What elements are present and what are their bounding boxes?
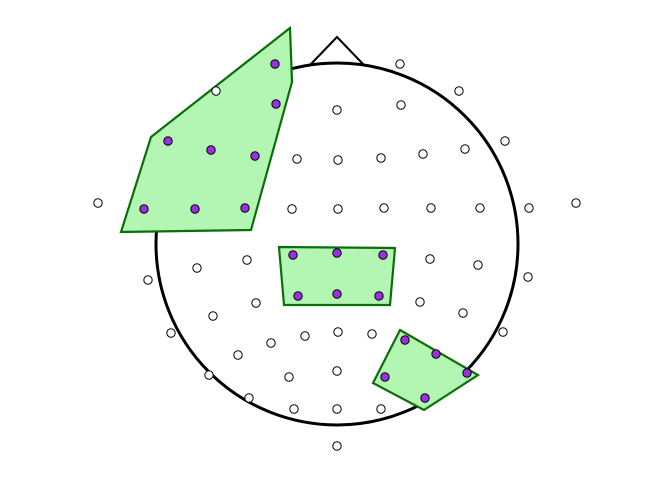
electrode xyxy=(376,153,386,163)
electrode-selected xyxy=(374,291,384,301)
electrode-selected xyxy=(293,291,303,301)
electrode-selected xyxy=(270,59,280,69)
electrode-selected xyxy=(332,248,342,258)
electrode xyxy=(287,204,297,214)
electrode xyxy=(242,255,252,265)
electrode xyxy=(418,149,428,159)
electrode xyxy=(251,298,261,308)
electrode xyxy=(208,311,218,321)
electrode xyxy=(93,198,103,208)
electrode xyxy=(192,263,202,273)
electrode xyxy=(415,297,425,307)
electrode xyxy=(498,327,508,337)
nose-marker xyxy=(310,35,364,65)
electrode-selected xyxy=(190,204,200,214)
electrode xyxy=(524,203,534,213)
electrode-selected xyxy=(163,136,173,146)
electrode-selected xyxy=(206,145,216,155)
roi-right-posterior xyxy=(371,328,481,412)
electrode xyxy=(211,86,221,96)
electrode xyxy=(426,203,436,213)
electrode-layer xyxy=(93,59,581,451)
electrode xyxy=(204,370,214,380)
electrode xyxy=(523,272,533,282)
electrode xyxy=(454,86,464,96)
electrode xyxy=(284,372,294,382)
electrode xyxy=(332,404,342,414)
electrode-selected xyxy=(378,250,388,260)
electrode xyxy=(143,275,153,285)
electrode xyxy=(244,393,254,403)
electrode-selected xyxy=(380,372,390,382)
electrode xyxy=(367,329,377,339)
electrode xyxy=(376,404,386,414)
roi-layer xyxy=(119,25,481,412)
electrode xyxy=(473,260,483,270)
electrode xyxy=(395,59,405,69)
electrode xyxy=(425,254,435,264)
electrode xyxy=(460,144,470,154)
electrode-selected xyxy=(288,250,298,260)
electrode-selected xyxy=(420,393,430,403)
electrode-selected xyxy=(139,204,149,214)
electrode xyxy=(332,105,342,115)
electrode xyxy=(475,203,485,213)
electrode-selected xyxy=(332,289,342,299)
electrode xyxy=(332,366,342,376)
electrode xyxy=(233,350,243,360)
electrode xyxy=(333,327,343,337)
electrode xyxy=(571,198,581,208)
electrode xyxy=(333,155,343,165)
electrode-selected xyxy=(250,151,260,161)
electrode-selected xyxy=(400,335,410,345)
electrode xyxy=(300,331,310,341)
electrode xyxy=(458,308,468,318)
electrode xyxy=(166,328,176,338)
roi-left-frontal xyxy=(119,25,294,234)
head-outline xyxy=(154,61,520,427)
electrode xyxy=(289,404,299,414)
roi-central xyxy=(277,245,397,307)
electrode-selected xyxy=(462,368,472,378)
electrode xyxy=(332,441,342,451)
electrode xyxy=(266,338,276,348)
electrode xyxy=(396,100,406,110)
electrode-selected xyxy=(271,99,281,109)
electrode xyxy=(292,154,302,164)
electrode xyxy=(333,204,343,214)
electrode-selected xyxy=(431,349,441,359)
electrode xyxy=(379,203,389,213)
electrode xyxy=(500,136,510,146)
electrode-selected xyxy=(240,203,250,213)
